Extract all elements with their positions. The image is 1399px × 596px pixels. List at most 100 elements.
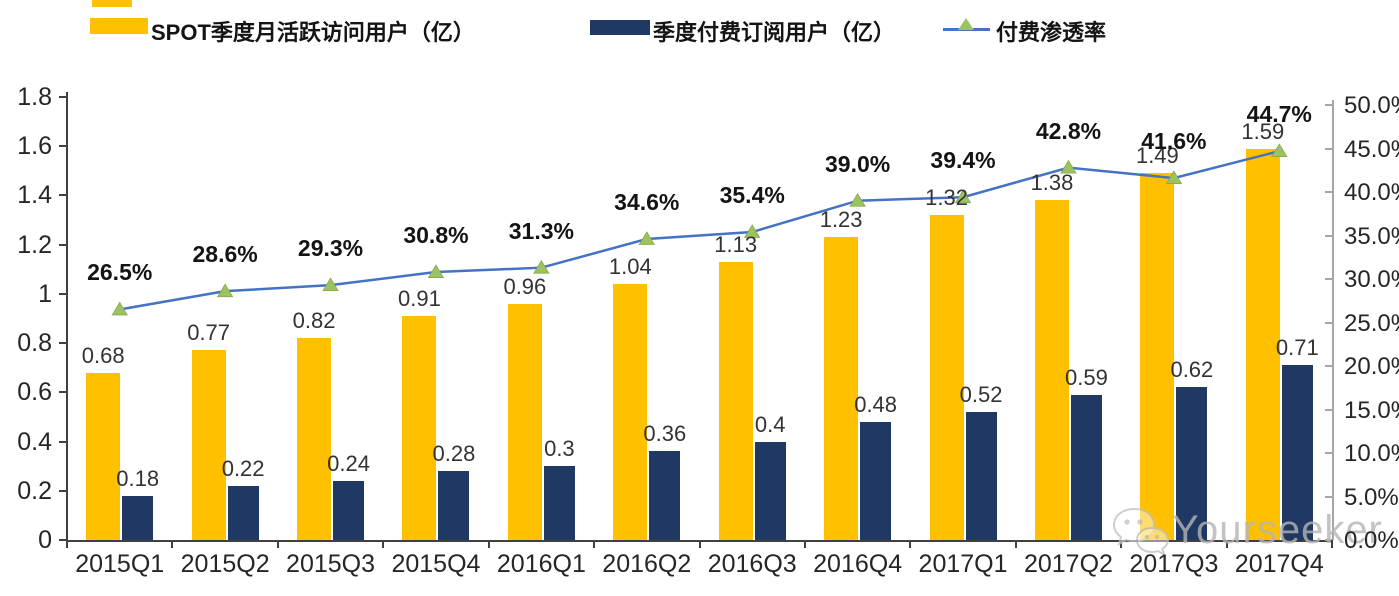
x-axis-label-2017Q2: 2017Q2: [1023, 550, 1113, 578]
y-axis-tick-label: 0.4: [17, 427, 52, 456]
bar-mau-value-label: 0.77: [187, 320, 231, 346]
watermark: Yourseeker: [1110, 503, 1383, 557]
x-axis-label-2016Q4: 2016Q4: [813, 550, 903, 578]
bar-subscribers-2017Q2: [1070, 394, 1102, 540]
x-axis-label-2015Q2: 2015Q2: [180, 550, 270, 578]
penetration-value-label: 39.4%: [930, 147, 996, 174]
bar-mau-2016Q4: [824, 237, 859, 540]
bar-mau-value-label: 0.82: [292, 308, 336, 334]
y-axis-tick-label: 0: [38, 526, 52, 554]
x-axis-label-2016Q3: 2016Q3: [707, 550, 797, 578]
x-axis-tick: [1014, 540, 1017, 548]
bar-subscribers-2016Q4: [860, 421, 892, 540]
y-axis-tick: [59, 243, 67, 246]
bar-mau-value-label: 0.96: [503, 273, 547, 299]
secondary-y-axis-tick-label: 15.0%: [1344, 396, 1399, 424]
penetration-value-label: 28.6%: [192, 241, 258, 268]
x-axis-tick: [66, 540, 68, 548]
y-axis-tick: [59, 539, 67, 541]
bar-subscribers-value-label: 0.3: [544, 436, 575, 462]
bar-subscribers-2017Q3: [1176, 387, 1208, 540]
y-axis-line: [66, 92, 68, 540]
x-axis-tick: [909, 540, 912, 548]
bar-mau-value-label: 1.38: [1030, 170, 1074, 196]
bar-subscribers-2015Q4: [438, 471, 470, 540]
secondary-y-axis-tick-label: 0.0%: [1344, 527, 1399, 554]
x-axis-label-2016Q1: 2016Q1: [496, 550, 586, 578]
y-axis-tick: [59, 440, 67, 443]
legend-swatch-mau: [90, 18, 148, 34]
bar-subscribers-value-label: 0.36: [643, 421, 687, 447]
bar-subscribers-value-label: 0.52: [959, 382, 1003, 408]
secondary-y-axis-tick: [1325, 147, 1333, 150]
bar-subscribers-value-label: 0.24: [327, 450, 370, 476]
penetration-marker-icon: [533, 259, 550, 274]
bar-mau-2015Q2: [191, 350, 226, 540]
secondary-y-axis-tick: [1325, 234, 1333, 237]
bar-mau-value-label: 1.32: [925, 185, 968, 211]
bar-subscribers-2015Q2: [227, 485, 259, 540]
secondary-y-axis-tick-label: 30.0%: [1344, 266, 1399, 293]
bar-subscribers-2017Q1: [965, 412, 997, 540]
cropped-swatch-fragment: [92, 0, 132, 7]
y-axis-tick-label: 0.2: [17, 476, 52, 505]
x-axis-label-2015Q4: 2015Q4: [391, 550, 481, 578]
penetration-value-label: 29.3%: [297, 235, 364, 262]
bar-subscribers-value-label: 0.62: [1170, 357, 1214, 383]
penetration-marker-icon: [849, 192, 866, 207]
penetration-value-label: 26.5%: [87, 259, 153, 286]
penetration-value-label: 30.8%: [403, 222, 469, 249]
y-axis-tick-label: 1.4: [17, 181, 52, 210]
bar-mau-2015Q1: [86, 372, 121, 540]
y-axis-tick: [59, 145, 67, 148]
x-axis-label-2017Q1: 2017Q1: [918, 550, 1008, 578]
penetration-marker-icon: [322, 277, 339, 291]
wechat-icon: [1112, 507, 1170, 557]
x-axis-tick: [593, 540, 596, 548]
bar-mau-value-label: 1.23: [819, 207, 863, 233]
bar-subscribers-2016Q3: [754, 441, 786, 540]
secondary-y-axis-tick-label: 35.0%: [1344, 222, 1399, 250]
y-axis-tick: [59, 96, 67, 98]
bar-subscribers-value-label: 0.59: [1065, 364, 1108, 390]
bar-mau-2017Q1: [929, 215, 964, 540]
bar-mau-2016Q1: [507, 303, 542, 540]
bar-subscribers-2017Q4: [1281, 365, 1313, 540]
bar-mau-2016Q3: [718, 261, 753, 540]
penetration-value-label: 41.6%: [1141, 128, 1207, 155]
bar-mau-value-label: 1.13: [714, 231, 758, 257]
bar-subscribers-value-label: 0.28: [432, 441, 476, 467]
penetration-value-label: 42.8%: [1035, 117, 1102, 144]
x-axis-tick: [382, 540, 385, 548]
penetration-marker-icon: [638, 231, 655, 245]
secondary-y-axis-tick: [1325, 104, 1333, 106]
secondary-y-axis-tick: [1325, 321, 1333, 324]
secondary-y-axis-line: [1332, 100, 1334, 540]
legend-label-subscribers: 季度付费订阅用户（亿）: [653, 20, 896, 45]
x-axis-tick: [171, 540, 174, 548]
y-axis-tick: [59, 342, 67, 345]
penetration-marker-icon: [216, 283, 234, 298]
secondary-y-axis-tick: [1325, 495, 1333, 498]
bar-mau-2016Q2: [613, 284, 648, 540]
y-axis-tick-label: 1.6: [17, 132, 52, 161]
y-axis-tick-label: 1.2: [17, 230, 52, 259]
bar-subscribers-2016Q1: [543, 466, 575, 540]
legend-swatch-subscribers: [590, 20, 650, 35]
secondary-y-axis-tick: [1325, 365, 1333, 367]
secondary-y-axis-tick-label: 50.0%: [1344, 92, 1399, 119]
x-axis-label-2016Q2: 2016Q2: [602, 550, 692, 578]
secondary-y-axis-tick-label: 20.0%: [1344, 353, 1399, 380]
x-axis-tick: [1225, 540, 1228, 548]
bar-subscribers-2015Q1: [122, 495, 154, 540]
secondary-y-axis-tick: [1325, 452, 1333, 454]
secondary-y-axis-tick-label: 10.0%: [1344, 440, 1399, 467]
y-axis-tick-label: 1: [38, 279, 52, 308]
penetration-value-label: 39.0%: [825, 150, 891, 177]
x-axis-label-2015Q1: 2015Q1: [75, 550, 165, 578]
y-axis-tick: [59, 489, 67, 492]
penetration-value-label: 34.6%: [614, 188, 680, 215]
secondary-y-axis-tick: [1325, 278, 1333, 280]
penetration-value-label: 44.7%: [1246, 101, 1312, 128]
